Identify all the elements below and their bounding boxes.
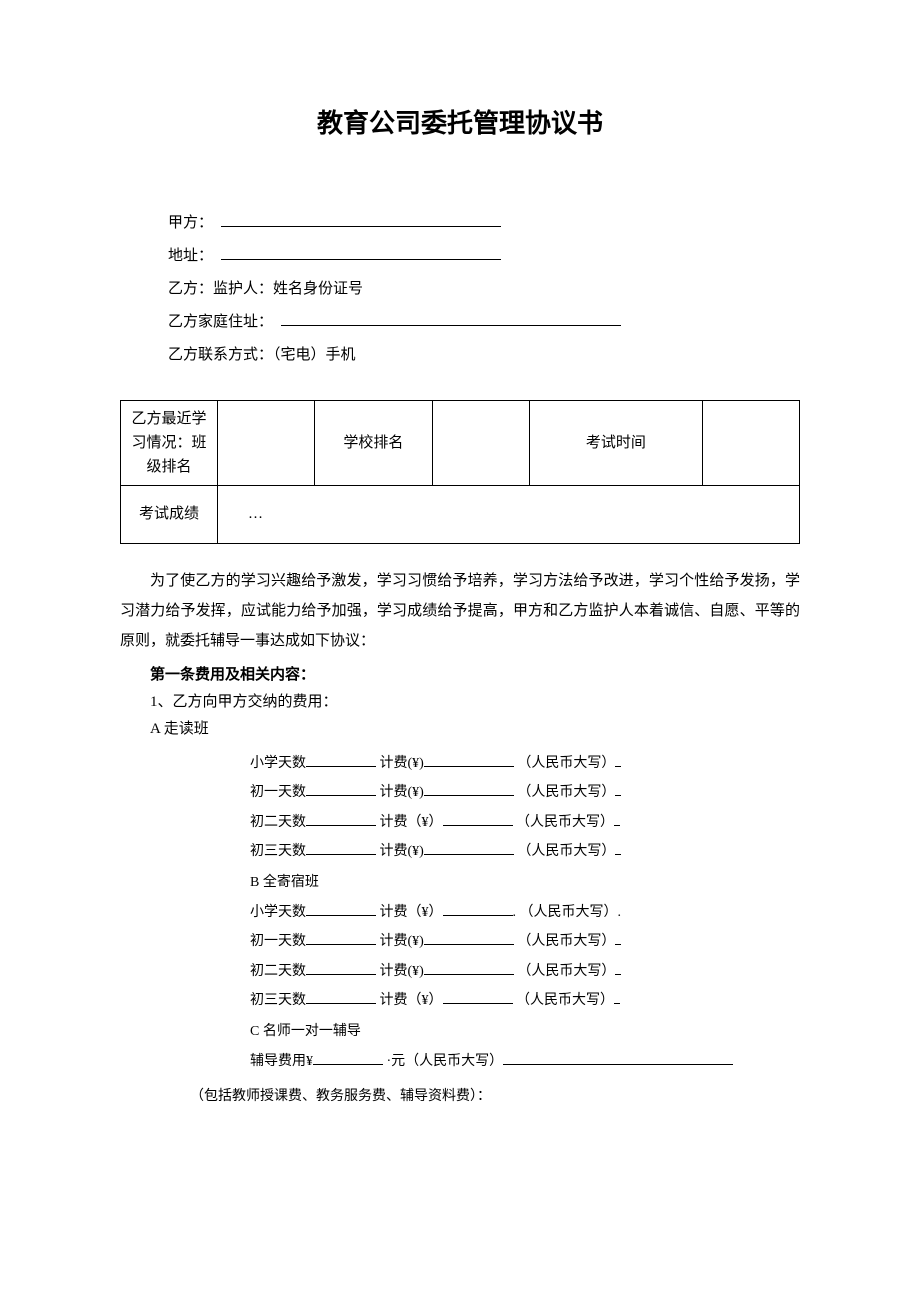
blank	[306, 959, 376, 974]
blank	[306, 989, 376, 1004]
blank	[443, 900, 513, 915]
blank	[306, 930, 376, 945]
blank	[424, 840, 514, 855]
cell-exam-score-value: …	[217, 485, 799, 543]
label-rmb: （人民币大写）	[517, 785, 615, 800]
cell-exam-time-value	[702, 400, 799, 485]
blank	[503, 1049, 733, 1064]
yi-contact-line: 乙方联系方式：（宅电）手机	[168, 339, 800, 372]
blank	[306, 781, 376, 796]
label-g2-days: 初二天数	[250, 964, 306, 979]
address-blank	[221, 242, 501, 260]
blank	[614, 810, 620, 825]
party-info-block: 甲方： 地址： 乙方：监护人：姓名身份证号 乙方家庭住址： 乙方联系方式：（宅电…	[168, 207, 800, 372]
label-fee1: 计费(¥)	[380, 934, 424, 949]
class-b-label: B 全寄宿班	[250, 868, 800, 897]
yi-label: 乙方：监护人：姓名身份证号	[168, 273, 363, 306]
yi-contact-label: 乙方联系方式：（宅电）手机	[168, 339, 356, 372]
fee-row-a-primary: 小学天数 计费(¥) （人民币大写）	[250, 749, 800, 778]
cell-school-rank-label: 学校排名	[314, 400, 432, 485]
fee-row-a-g1: 初一天数 计费(¥) （人民币大写）	[250, 778, 800, 807]
label-tutor-fee: 辅导费用¥	[250, 1054, 313, 1069]
table-row: 考试成绩 …	[121, 485, 800, 543]
yi-line: 乙方：监护人：姓名身份证号	[168, 273, 800, 306]
fee-row-b-g3: 初三天数 计费（¥） （人民币大写）	[250, 986, 800, 1015]
yi-home-blank	[281, 308, 621, 326]
label-primary-days: 小学天数	[250, 756, 306, 771]
label-rmb: （人民币大写）	[517, 934, 615, 949]
document-title: 教育公司委托管理协议书	[120, 100, 800, 147]
label-fee1: 计费(¥)	[380, 785, 424, 800]
blank	[615, 959, 621, 974]
label-rmb: （人民币大写）	[516, 815, 614, 830]
fee-row-b-g2: 初二天数 计费(¥) （人民币大写）	[250, 957, 800, 986]
class-a-label: A 走读班	[120, 716, 800, 743]
blank	[615, 930, 621, 945]
blank	[443, 989, 513, 1004]
blank	[306, 900, 376, 915]
label-rmb: （人民币大写）	[517, 844, 615, 859]
blank	[313, 1049, 383, 1064]
label-rmb-dot: （人民币大写）	[520, 905, 618, 920]
label-fee1: 计费(¥)	[380, 756, 424, 771]
fee-row-b-primary: 小学天数 计费（¥）. （人民币大写）.	[250, 898, 800, 927]
blank	[424, 930, 514, 945]
blank	[443, 810, 513, 825]
blank	[614, 989, 620, 1004]
label-rmb: （人民币大写）	[516, 993, 614, 1008]
yi-home-line: 乙方家庭住址：	[168, 306, 800, 339]
address-line: 地址：	[168, 240, 800, 273]
cell-exam-score-label: 考试成绩	[121, 485, 218, 543]
table-row: 乙方最近学习情况：班级排名 学校排名 考试时间	[121, 400, 800, 485]
label-g1-days: 初一天数	[250, 785, 306, 800]
preamble-paragraph: 为了使乙方的学习兴趣给予激发，学习习惯给予培养，学习方法给予改进，学习个性给予发…	[120, 566, 800, 656]
address-label: 地址：	[168, 240, 213, 273]
yi-home-label: 乙方家庭住址：	[168, 306, 273, 339]
fee-lines: 小学天数 计费(¥) （人民币大写） 初一天数 计费(¥) （人民币大写） 初二…	[250, 749, 800, 1076]
blank	[306, 840, 376, 855]
fee-row-a-g2: 初二天数 计费（¥） （人民币大写）	[250, 808, 800, 837]
blank	[615, 751, 621, 766]
jia-blank	[221, 209, 501, 227]
label-yuan-rmb: ·元（人民币大写）	[387, 1054, 504, 1069]
blank	[424, 781, 514, 796]
fee-row-a-g3: 初三天数 计费(¥) （人民币大写）	[250, 837, 800, 866]
label-g3-days: 初三天数	[250, 993, 306, 1008]
label-g3-days: 初三天数	[250, 844, 306, 859]
cell-school-rank-value	[432, 400, 529, 485]
jia-line: 甲方：	[168, 207, 800, 240]
jia-label: 甲方：	[168, 207, 213, 240]
fee-row-c: 辅导费用¥ ·元（人民币大写）	[250, 1047, 800, 1076]
fee-note: （包括教师授课费、教务服务费、辅导资料费）：	[190, 1084, 800, 1109]
label-rmb: （人民币大写）	[517, 964, 615, 979]
label-g1-days: 初一天数	[250, 934, 306, 949]
blank	[615, 781, 621, 796]
label-fee2: 计费（¥）	[380, 905, 443, 920]
study-info-table: 乙方最近学习情况：班级排名 学校排名 考试时间 考试成绩 …	[120, 400, 800, 544]
blank	[615, 840, 621, 855]
cell-class-rank-label: 乙方最近学习情况：班级排名	[121, 400, 218, 485]
cell-exam-time-label: 考试时间	[529, 400, 702, 485]
blank	[424, 751, 514, 766]
label-rmb: （人民币大写）	[517, 756, 615, 771]
section1-heading: 第一条费用及相关内容：	[120, 662, 800, 689]
blank	[306, 751, 376, 766]
blank	[424, 959, 514, 974]
fee-row-b-g1: 初一天数 计费(¥) （人民币大写）	[250, 927, 800, 956]
label-fee1: 计费(¥)	[380, 844, 424, 859]
label-primary-days: 小学天数	[250, 905, 306, 920]
label-fee2: 计费（¥）	[380, 815, 443, 830]
section1-line1: 1、乙方向甲方交纳的费用：	[120, 689, 800, 716]
label-fee1: 计费(¥)	[380, 964, 424, 979]
label-fee2: 计费（¥）	[380, 993, 443, 1008]
cell-class-rank-value	[217, 400, 314, 485]
blank	[306, 810, 376, 825]
class-c-label: C 名师一对一辅导	[250, 1017, 800, 1046]
label-g2-days: 初二天数	[250, 815, 306, 830]
